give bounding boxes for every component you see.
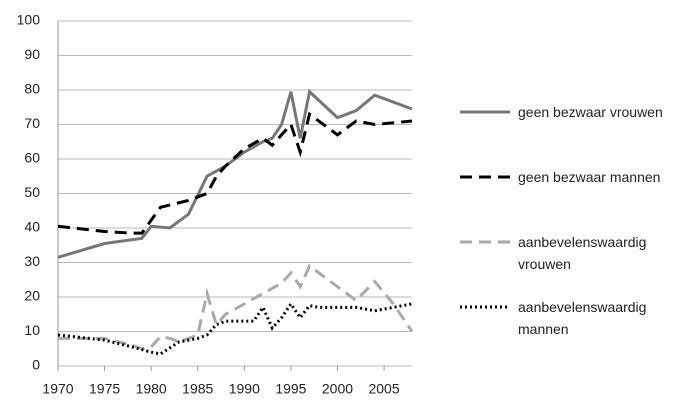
y-tick-label: 20 [24, 288, 40, 304]
legend-label: aanbevelenswaardig vrouwen [518, 234, 647, 272]
x-tick-label: 1990 [229, 381, 260, 397]
y-tick-label: 0 [32, 357, 40, 373]
x-tick-label: 1985 [182, 381, 213, 397]
series-line [57, 88, 413, 259]
y-tick-label: 40 [24, 219, 40, 235]
x-tick-label: 2005 [368, 381, 399, 397]
y-tick-label: 10 [24, 322, 40, 338]
y-tick-label: 50 [24, 184, 40, 200]
y-tick-label: 90 [24, 46, 40, 62]
legend-label: geen bezwaar vrouwen [518, 104, 663, 120]
x-tick-label: 1970 [42, 381, 73, 397]
x-tick-label: 1995 [275, 381, 306, 397]
x-tick-label: 1980 [136, 381, 167, 397]
legend-label: geen bezwaar mannen [518, 169, 661, 185]
series-line [58, 263, 414, 351]
y-tick-label: 60 [24, 150, 40, 166]
series-line [57, 301, 413, 356]
legend-label: aanbevelenswaardig mannen [518, 299, 647, 337]
x-tick-label: 1975 [89, 381, 120, 397]
y-tick-label: 30 [24, 253, 40, 269]
y-tick-label: 80 [24, 81, 40, 97]
x-tick-label: 2000 [322, 381, 353, 397]
y-tick-label: 100 [17, 12, 41, 28]
y-tick-label: 70 [24, 115, 40, 131]
series-line [57, 111, 413, 235]
